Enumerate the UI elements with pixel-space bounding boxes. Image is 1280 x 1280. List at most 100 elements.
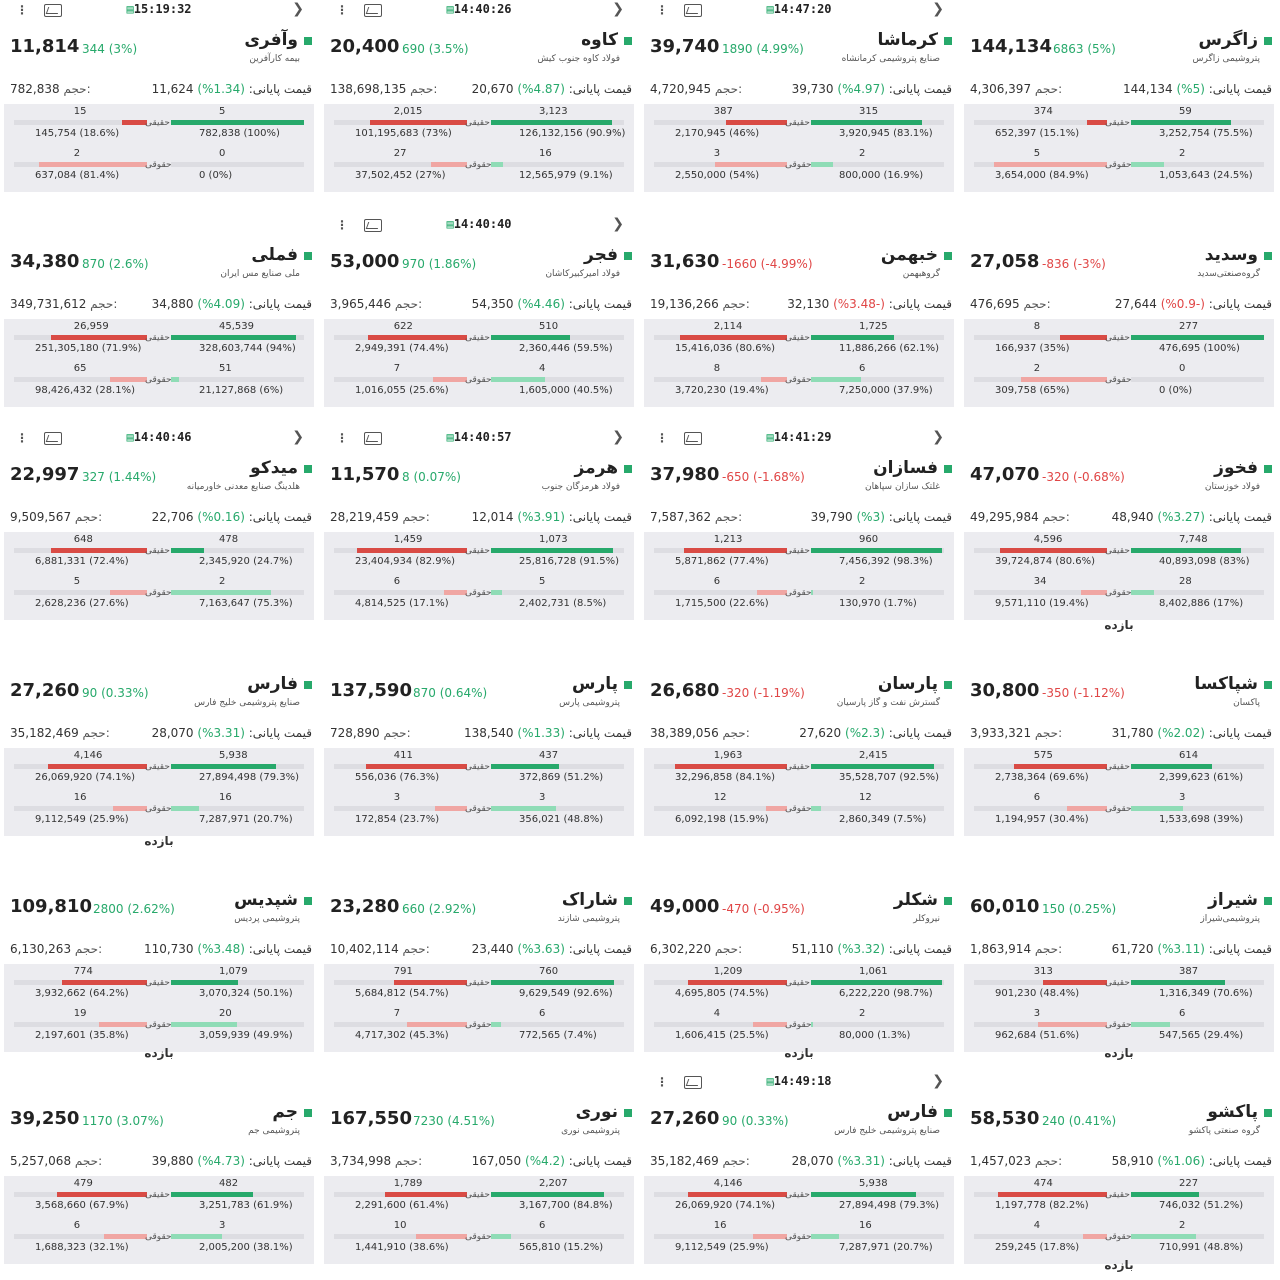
symbol-name[interactable]: شاراک bbox=[561, 890, 618, 910]
real-sell-count: 622 bbox=[393, 321, 413, 332]
chevron-right-icon[interactable]: ❯ bbox=[932, 1073, 944, 1089]
stock-card[interactable]: 30,800 -350 (-1.12%) شپاکسا پاکسان 3,933,321… bbox=[960, 644, 1278, 856]
company-name: پتروشیمی‌شیراز bbox=[1200, 914, 1260, 924]
symbol-name[interactable]: وسدید bbox=[1204, 245, 1258, 265]
symbol-name[interactable]: کرماشا bbox=[877, 30, 938, 50]
legal-sell-bar bbox=[109, 377, 147, 382]
status-square-icon bbox=[304, 1109, 312, 1117]
volume-value: 35,182,469 bbox=[650, 1154, 719, 1168]
chevron-right-icon[interactable]: ❯ bbox=[932, 429, 944, 445]
symbol-name[interactable]: میدکو bbox=[250, 458, 298, 478]
status-square-icon bbox=[624, 897, 632, 905]
symbol-name[interactable]: جم bbox=[272, 1102, 298, 1122]
legal-buy-track bbox=[491, 162, 624, 167]
chevron-right-icon[interactable]: ❯ bbox=[612, 216, 624, 232]
close-price-percent: (-0.9%) bbox=[1160, 297, 1205, 311]
legal-label: حقوقی bbox=[785, 160, 812, 170]
price-change: 150 (0.25%) bbox=[1042, 902, 1117, 916]
real-sell-bar bbox=[56, 1192, 147, 1197]
legal-label: حقوقی bbox=[465, 1232, 492, 1242]
card-header: 34,380 870 (2.6%) فملی ملی صنایع مس ایران bbox=[0, 241, 318, 285]
symbol-name[interactable]: پارسان bbox=[877, 674, 938, 694]
volume-value: 38,389,056 bbox=[650, 726, 719, 740]
symbol-name[interactable]: فارس bbox=[247, 674, 298, 694]
symbol-name[interactable]: فارس bbox=[887, 1102, 938, 1122]
stock-card[interactable]: 109,810 2800 (2.62%) شپدیس پتروشیمی پردیس 6,… bbox=[0, 860, 318, 1068]
stock-card[interactable]: 137,590 870 (0.64%) پارس پتروشیمی پارس 728,8… bbox=[320, 644, 638, 856]
legal-buy-bar bbox=[171, 377, 179, 382]
real-buy-count: 1,725 bbox=[859, 321, 888, 332]
symbol-name[interactable]: کاوه bbox=[581, 30, 618, 50]
legal-sell-bar bbox=[1038, 1022, 1107, 1027]
returns-tab[interactable]: بازده bbox=[784, 1046, 814, 1060]
chevron-right-icon[interactable]: ❯ bbox=[932, 1, 944, 17]
symbol-name[interactable]: شپاکسا bbox=[1194, 674, 1258, 694]
stock-card[interactable]: 39,250 1170 (3.07%) جم پتروشیمی جم 5,257,068… bbox=[0, 1072, 318, 1280]
symbol-name[interactable]: زاگرس bbox=[1198, 30, 1258, 50]
symbol-name[interactable]: فخوز bbox=[1214, 458, 1258, 478]
returns-tab[interactable]: بازده bbox=[144, 1046, 174, 1060]
symbol-name[interactable]: خبهمن bbox=[880, 245, 938, 265]
returns-tab[interactable]: بازده bbox=[1104, 618, 1134, 632]
last-price: 60,010 bbox=[970, 896, 1040, 917]
symbol-name[interactable]: پاکشو bbox=[1207, 1102, 1258, 1122]
stock-card[interactable]: 49,000 -470 (-0.95%) شکلر نیروکلر 6,302,220 … bbox=[640, 860, 958, 1068]
chevron-right-icon[interactable]: ❯ bbox=[292, 1, 304, 17]
status-square-icon bbox=[304, 252, 312, 260]
stock-card[interactable]: 23,280 660 (2.92%) شاراک پتروشیمی شازند 10,4… bbox=[320, 860, 638, 1068]
chevron-right-icon[interactable]: ❯ bbox=[292, 429, 304, 445]
price-stats: 7,587,362 حجم: قیمت پایانی: (3%) 39,790 bbox=[640, 508, 958, 528]
symbol-name[interactable]: شکلر bbox=[893, 890, 938, 910]
stock-card[interactable]: 27,260 90 (0.33%) فارس صنایع پتروشیمی خلیج … bbox=[0, 644, 318, 856]
symbol-name[interactable]: هرمز bbox=[574, 458, 618, 478]
stock-card[interactable]: 26,680 -320 (-1.19%) پارسان گسترش نفت و گاز… bbox=[640, 644, 958, 856]
legal-sell-track bbox=[974, 590, 1107, 595]
symbol-name[interactable]: فجر bbox=[584, 245, 618, 265]
price-change: 90 (0.33%) bbox=[82, 686, 149, 700]
returns-tab[interactable]: بازده bbox=[1104, 1046, 1134, 1060]
stock-card[interactable]: 144,134 6863 (5%) زاگرس پتروشیمی زاگرس 4,306… bbox=[960, 0, 1278, 212]
card-toolbar: ⋮14:40:57❯ bbox=[320, 428, 638, 450]
real-sell-volume: 5,684,812 (54.7%) bbox=[355, 988, 449, 999]
symbol-name[interactable]: فملی bbox=[251, 245, 298, 265]
stock-card[interactable]: 58,530 240 (0.41%) پاکشو گروه صنعتی پاکشو 1,… bbox=[960, 1072, 1278, 1280]
symbol-name[interactable]: پارس bbox=[571, 674, 618, 694]
real-buy-bar bbox=[491, 1192, 604, 1197]
stock-card[interactable]: 34,380 870 (2.6%) فملی ملی صنایع مس ایران 34… bbox=[0, 215, 318, 425]
symbol-name[interactable]: وآفری bbox=[244, 30, 298, 50]
symbol-name[interactable]: فسازان bbox=[873, 458, 938, 478]
symbol-name[interactable]: نوری bbox=[575, 1102, 618, 1122]
stock-card[interactable]: 27,058 -836 (-3%) وسدید گروه‌صنعتی‌سدید 476,… bbox=[960, 215, 1278, 425]
buy-sell-panel: 4,146 5,938 حقیقی 26,069,920 (74.1%) 27,894,… bbox=[4, 748, 314, 836]
real-buy-bar bbox=[171, 980, 238, 985]
returns-tab[interactable]: بازده bbox=[1104, 1258, 1134, 1272]
legal-buy-track bbox=[811, 377, 944, 382]
real-buy-bar bbox=[1131, 120, 1232, 125]
volume-stat: 349,731,612 حجم: bbox=[10, 297, 117, 311]
real-buy-bar bbox=[811, 120, 922, 125]
price-stats: 9,509,567 حجم: قیمت پایانی: (0.16%) 22,70… bbox=[0, 508, 318, 528]
returns-tab[interactable]: بازده bbox=[144, 834, 174, 848]
real-sell-bar bbox=[675, 764, 787, 769]
chevron-right-icon[interactable]: ❯ bbox=[612, 1, 624, 17]
symbol-name[interactable]: شپدیس bbox=[234, 890, 298, 910]
stock-card[interactable]: 31,630 -1660 (-4.99%) خبهمن گروهبهمن 19,136,… bbox=[640, 215, 958, 425]
last-price: 31,630 bbox=[650, 251, 720, 272]
stock-card[interactable]: 167,550 7230 (4.51%) نوری پتروشیمی نوری 3,73… bbox=[320, 1072, 638, 1280]
real-buy-bar bbox=[811, 548, 942, 553]
price-change: 240 (0.41%) bbox=[1042, 1114, 1117, 1128]
chevron-right-icon[interactable]: ❯ bbox=[612, 429, 624, 445]
stock-card[interactable]: 60,010 150 (0.25%) شیراز پتروشیمی‌شیراز 1,86… bbox=[960, 860, 1278, 1068]
stock-card[interactable]: 47,070 -320 (-0.68%) فخوز فولاد خوزستان 49,2… bbox=[960, 428, 1278, 640]
legal-buy-track bbox=[171, 377, 304, 382]
real-buy-count: 5 bbox=[219, 106, 226, 117]
symbol-name[interactable]: شیراز bbox=[1208, 890, 1258, 910]
stock-card[interactable]: ⋮14:41:29❯ 37,980-650 (-1.68%) فسازان غلتک … bbox=[640, 428, 958, 640]
